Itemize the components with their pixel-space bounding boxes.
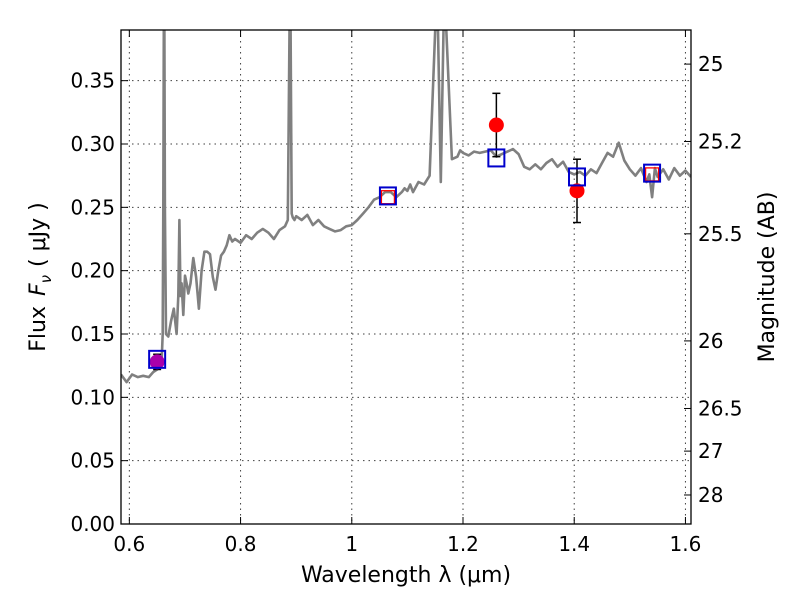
plot-frame [120,29,692,525]
y2-tick-label: 27 [698,439,723,463]
secondary-y-axis-label: Magnitude (AB) [755,192,780,363]
model-photometry-box [568,167,586,187]
observed-point [488,117,504,133]
y2-tick-label: 25 [698,52,723,76]
x-tick-label: 0.8 [225,532,257,556]
grid [121,30,691,525]
x-tick-label: 1 [345,532,358,556]
y-tick-label: 0.15 [70,322,115,346]
y-tick-label: 0.05 [70,449,115,473]
model-photometry-box [148,349,167,369]
x-tick-label: 1.4 [558,532,590,556]
y-axis-label: FluxFν( μJy ) [26,202,55,351]
y-tick-label: 0.10 [70,385,115,409]
y2-tick-label: 25.2 [698,129,743,153]
y-tick-label: 0.35 [70,69,115,93]
observed-point [569,183,585,199]
x-tick-label: 1.6 [670,532,702,556]
x-tick-label: 0.6 [113,532,145,556]
y-tick-label: 0.00 [70,512,115,536]
y2-tick-label: 28 [698,483,723,507]
y2-tick-label: 26 [698,329,723,353]
axis-ticks: 0.6 0.8 1 1.2 1.4 1.6 0.00 0.05 0.10 0.15 0.20 0.25… [70,30,743,556]
y-tick-label: 0.25 [70,195,115,219]
y2-tick-label: 25.5 [698,222,743,246]
y-tick-label: 0.20 [70,259,115,283]
model-spectrum-line [121,30,691,384]
plot-area [121,30,691,384]
x-axis-label: Wavelength λ (μm) [301,563,511,588]
observed-point [149,354,165,370]
x-tick-label: 1.2 [447,532,479,556]
y2-tick-label: 26.5 [698,396,743,420]
model-photometry-box [643,163,662,183]
model-photometry-box [487,148,506,168]
y-tick-label: 0.30 [70,132,115,156]
model-photometry-box [378,186,397,206]
